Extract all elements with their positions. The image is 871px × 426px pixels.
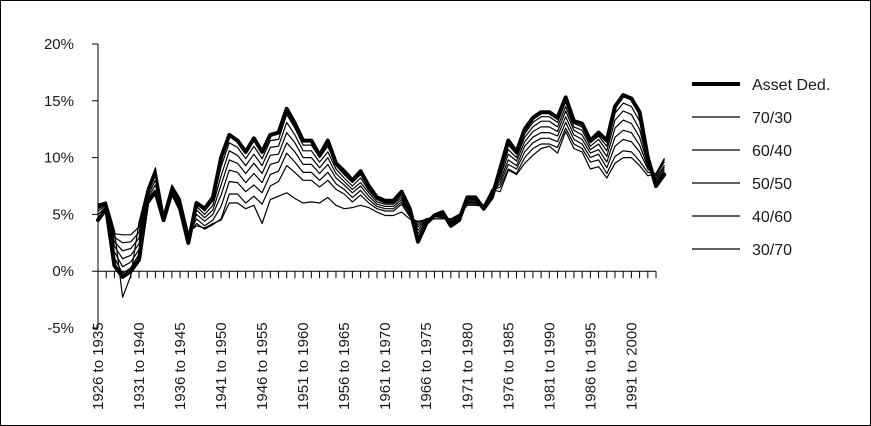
x-tick-label: 1986 to 1995 [582,322,599,410]
legend: Asset Ded. 70/30 60/40 50/50 40/60 30/70 [692,77,830,259]
y-tick-labels: -5% 0% 5% 10% 15% 20% [44,36,74,337]
legend-label: 50/50 [752,176,792,193]
x-tick-label: 1966 to 1975 [418,322,435,410]
y-tick-label: -5% [47,320,74,337]
series-layer [96,93,667,298]
x-tick-label: 1926 to 1935 [90,322,107,410]
series-line-asset-ded- [96,93,667,279]
x-tick-labels: 1926 to 1935 1931 to 1940 1936 to 1945 1941… [90,322,640,410]
y-tick-label: 15% [44,93,74,110]
legend-label: Asset Ded. [752,77,830,94]
x-tick-label: 1991 to 2000 [623,322,640,410]
y-tick-label: 5% [52,206,74,223]
legend-label: 60/40 [752,143,792,160]
legend-label: 70/30 [752,110,792,127]
x-tick-label: 1941 to 1950 [213,322,230,410]
x-tick-label: 1951 to 1960 [295,322,312,410]
y-tick-label: 20% [44,36,74,53]
x-tick-label: 1961 to 1970 [377,322,394,410]
y-tick-label: 10% [44,150,74,167]
x-tick-label: 1971 to 1980 [459,322,476,410]
x-tick-label: 1956 to 1965 [336,322,353,410]
legend-label: 30/70 [752,242,792,259]
x-tick-label: 1981 to 1990 [541,322,558,410]
x-tick-label: 1931 to 1940 [131,322,148,410]
x-tick-label: 1976 to 1985 [500,322,517,410]
series-line-70-30 [97,101,665,275]
series-line-50-50 [97,110,665,260]
y-tick-label: 0% [52,263,74,280]
legend-label: 40/60 [752,209,792,226]
series-line-40-60 [97,116,665,252]
x-tick-label: 1936 to 1945 [172,322,189,410]
x-tick-label: 1946 to 1955 [254,322,271,410]
axes [92,43,657,329]
series-line-60-40 [97,105,665,268]
